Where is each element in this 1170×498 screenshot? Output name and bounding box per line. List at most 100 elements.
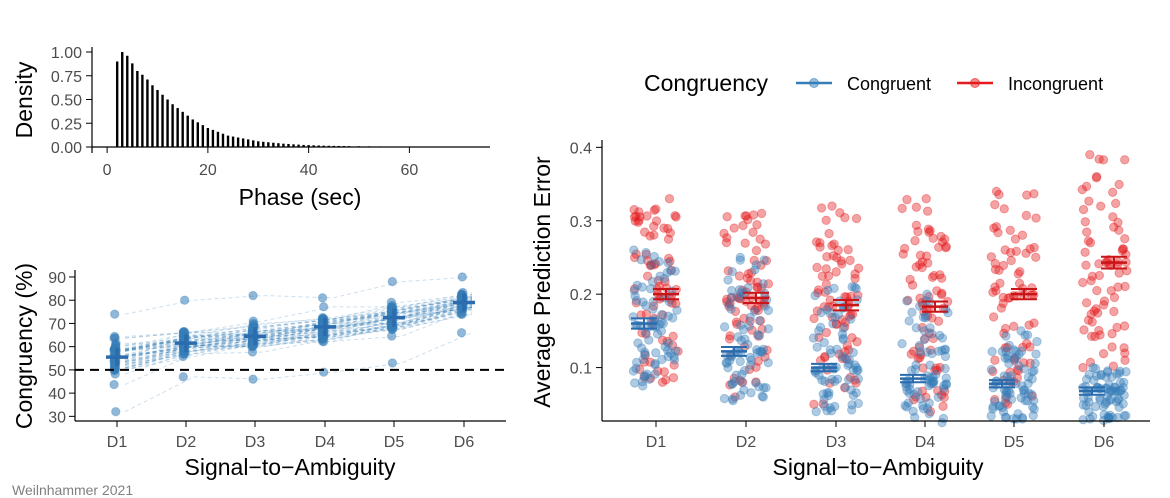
congruent-point [738, 324, 749, 335]
incongruent-point [640, 350, 650, 360]
incongruent-point [1109, 292, 1120, 303]
congruent-point [1001, 412, 1011, 423]
incongruent-point [760, 239, 771, 249]
incongruent-point [820, 351, 830, 362]
incongruent-point [750, 304, 760, 315]
incongruent-point [1029, 318, 1039, 328]
incongruent-point [915, 259, 925, 270]
incongruent-point [836, 256, 846, 266]
incongruent-point [653, 366, 663, 376]
incongruent-point [751, 362, 761, 373]
subject-line [124, 308, 473, 369]
congruent-point [940, 363, 950, 374]
incongruent-point [898, 249, 908, 259]
incongruent-point [668, 331, 678, 342]
incongruent-point [668, 372, 679, 383]
congruent-point [902, 402, 912, 412]
congruent-point [848, 365, 858, 375]
congruent-point [749, 306, 760, 317]
congruency-point [387, 276, 397, 287]
incongruent-point [742, 273, 753, 283]
congruency-y-tick-label: 30 [48, 409, 66, 426]
congruent-point [918, 401, 928, 411]
incongruent-point [924, 328, 935, 338]
congruent-point [987, 346, 997, 357]
density-y-tick-label: 0.00 [51, 140, 82, 157]
congruent-point [815, 322, 826, 333]
incongruent-point [753, 331, 764, 341]
incongruent-point [1086, 309, 1096, 319]
incongruent-point [809, 313, 819, 324]
congruent-point [1029, 366, 1039, 376]
congruent-point [933, 346, 944, 357]
congruent-point [1118, 382, 1128, 393]
congruent-point [647, 276, 658, 287]
incongruent-point [634, 364, 645, 375]
congruent-point [629, 285, 639, 296]
congruent-point [1101, 372, 1111, 382]
congruent-point [988, 404, 998, 414]
congruent-point [1032, 336, 1042, 347]
congruent-point [918, 312, 929, 322]
incongruent-point [747, 325, 757, 335]
incongruent-point [994, 189, 1004, 200]
congruency-x-tick-label: D2 [176, 434, 197, 451]
congruent-point [670, 266, 680, 276]
incongruent-point [818, 399, 828, 409]
incongruent-point [664, 194, 675, 204]
incongruent-point [658, 310, 668, 320]
incongruent-point [663, 223, 673, 234]
congruent-point [846, 385, 856, 395]
congruent-point [844, 358, 854, 369]
incongruent-point [996, 303, 1007, 313]
incongruent-point [1079, 325, 1089, 335]
congruent-point [1104, 380, 1114, 390]
congruent-point [819, 401, 830, 411]
congruent-point [731, 370, 742, 380]
incongruent-point [1107, 329, 1117, 339]
congruent-point [630, 378, 640, 388]
incongruent-point [850, 375, 860, 385]
incongruent-point [641, 329, 651, 339]
congruency-y-tick-label: 70 [48, 316, 66, 333]
incongruent-point [1117, 245, 1128, 256]
congruent-point [723, 275, 733, 285]
congruent-point [941, 373, 951, 383]
congruent-point [988, 401, 998, 412]
incongruent-point [749, 255, 759, 266]
incongruent-point [1093, 308, 1103, 318]
congruent-point [1027, 367, 1037, 377]
incongruent-point [751, 245, 762, 256]
congruent-point [649, 251, 660, 262]
subject-line [124, 297, 473, 358]
congruent-point [1020, 330, 1030, 340]
congruency-x-tick-label: D4 [315, 434, 336, 451]
incongruent-point [1094, 270, 1105, 281]
incongruent-point [905, 274, 915, 285]
congruent-point [755, 346, 765, 357]
incongruent-point [1013, 365, 1024, 376]
incongruent-point [757, 324, 767, 335]
congruent-point [1110, 382, 1120, 393]
incongruent-point [629, 204, 639, 215]
congruent-point [940, 351, 951, 362]
incongruent-point [1022, 338, 1032, 349]
incongruent-point [746, 267, 757, 278]
legend-key-incongruent [957, 78, 993, 88]
incongruent-point [1009, 321, 1019, 332]
congruent-point [1089, 375, 1099, 385]
congruent-point [644, 374, 654, 384]
congruent-point [757, 391, 767, 401]
incongruent-point [737, 377, 748, 388]
incongruent-point [1081, 260, 1091, 270]
congruent-point [745, 352, 755, 363]
incongruent-point [635, 212, 645, 222]
incongruent-point [1099, 296, 1110, 306]
incongruent-point [1092, 285, 1102, 296]
congruent-point [757, 347, 767, 358]
congruent-point [1004, 340, 1014, 351]
congruent-point [902, 385, 912, 396]
congruent-point [633, 338, 643, 348]
congruent-point [818, 389, 828, 399]
